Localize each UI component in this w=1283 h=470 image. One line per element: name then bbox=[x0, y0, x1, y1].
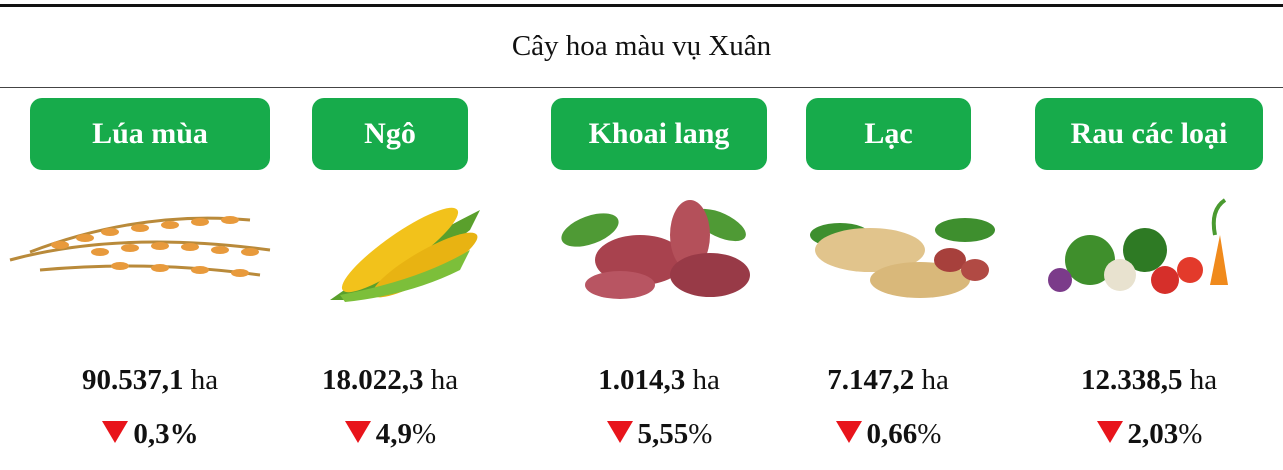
change-value: 2,03 bbox=[1127, 418, 1179, 450]
rice-image bbox=[9, 216, 271, 277]
crop-images bbox=[9, 198, 1228, 302]
change: 5,55% bbox=[529, 418, 789, 451]
area: 7.147,2 ha bbox=[758, 364, 1018, 397]
area-unit: ha bbox=[692, 364, 720, 396]
area-value: 90.537,1 bbox=[81, 364, 184, 396]
change-value: 0,66 bbox=[866, 418, 918, 450]
down-arrow bbox=[344, 421, 371, 443]
down-arrow bbox=[1096, 421, 1123, 443]
change-value: 4,9 bbox=[375, 418, 413, 450]
area-value: 18.022,3 bbox=[321, 364, 424, 396]
top-border bbox=[0, 4, 1283, 7]
area-value: 12.338,5 bbox=[1080, 364, 1183, 396]
change-unit: % bbox=[1178, 418, 1203, 450]
vegetables-image bbox=[1048, 198, 1228, 294]
crop-label: Ngô bbox=[312, 98, 468, 170]
area: 90.537,1 ha bbox=[20, 364, 280, 397]
change-unit: % bbox=[917, 418, 942, 450]
area: 12.338,5 ha bbox=[1019, 364, 1279, 397]
crop-label: Lúa mùa bbox=[30, 98, 270, 170]
change: 2,03% bbox=[1019, 418, 1279, 451]
down-arrow bbox=[835, 421, 862, 443]
title: Cây hoa màu vụ Xuân bbox=[511, 30, 772, 62]
change: 0,66% bbox=[758, 418, 1018, 451]
down-arrow bbox=[606, 421, 633, 443]
change-value: 5,55 bbox=[637, 418, 689, 450]
area-unit: ha bbox=[430, 364, 459, 396]
area-value: 7.147,2 bbox=[827, 364, 915, 396]
area: 1.014,3 ha bbox=[529, 364, 789, 397]
change: 0,3% bbox=[20, 418, 280, 451]
area-unit: ha bbox=[190, 364, 219, 396]
change-value: 0,3% bbox=[133, 418, 199, 450]
peanut-image bbox=[810, 218, 995, 298]
sweet-potato-image bbox=[561, 200, 750, 299]
change: 4,9% bbox=[260, 418, 520, 451]
change-unit: % bbox=[412, 418, 437, 450]
area-unit: ha bbox=[1189, 364, 1218, 396]
change-unit: % bbox=[688, 418, 713, 450]
crop-label: Khoai lang bbox=[551, 98, 767, 170]
corn-image bbox=[330, 207, 480, 302]
area-unit: ha bbox=[921, 364, 949, 396]
divider bbox=[0, 87, 1283, 88]
area-value: 1.014,3 bbox=[598, 364, 686, 396]
area: 18.022,3 ha bbox=[260, 364, 520, 397]
crop-label: Lạc bbox=[806, 98, 971, 170]
down-arrow bbox=[102, 421, 129, 443]
crop-label: Rau các loại bbox=[1035, 98, 1263, 170]
